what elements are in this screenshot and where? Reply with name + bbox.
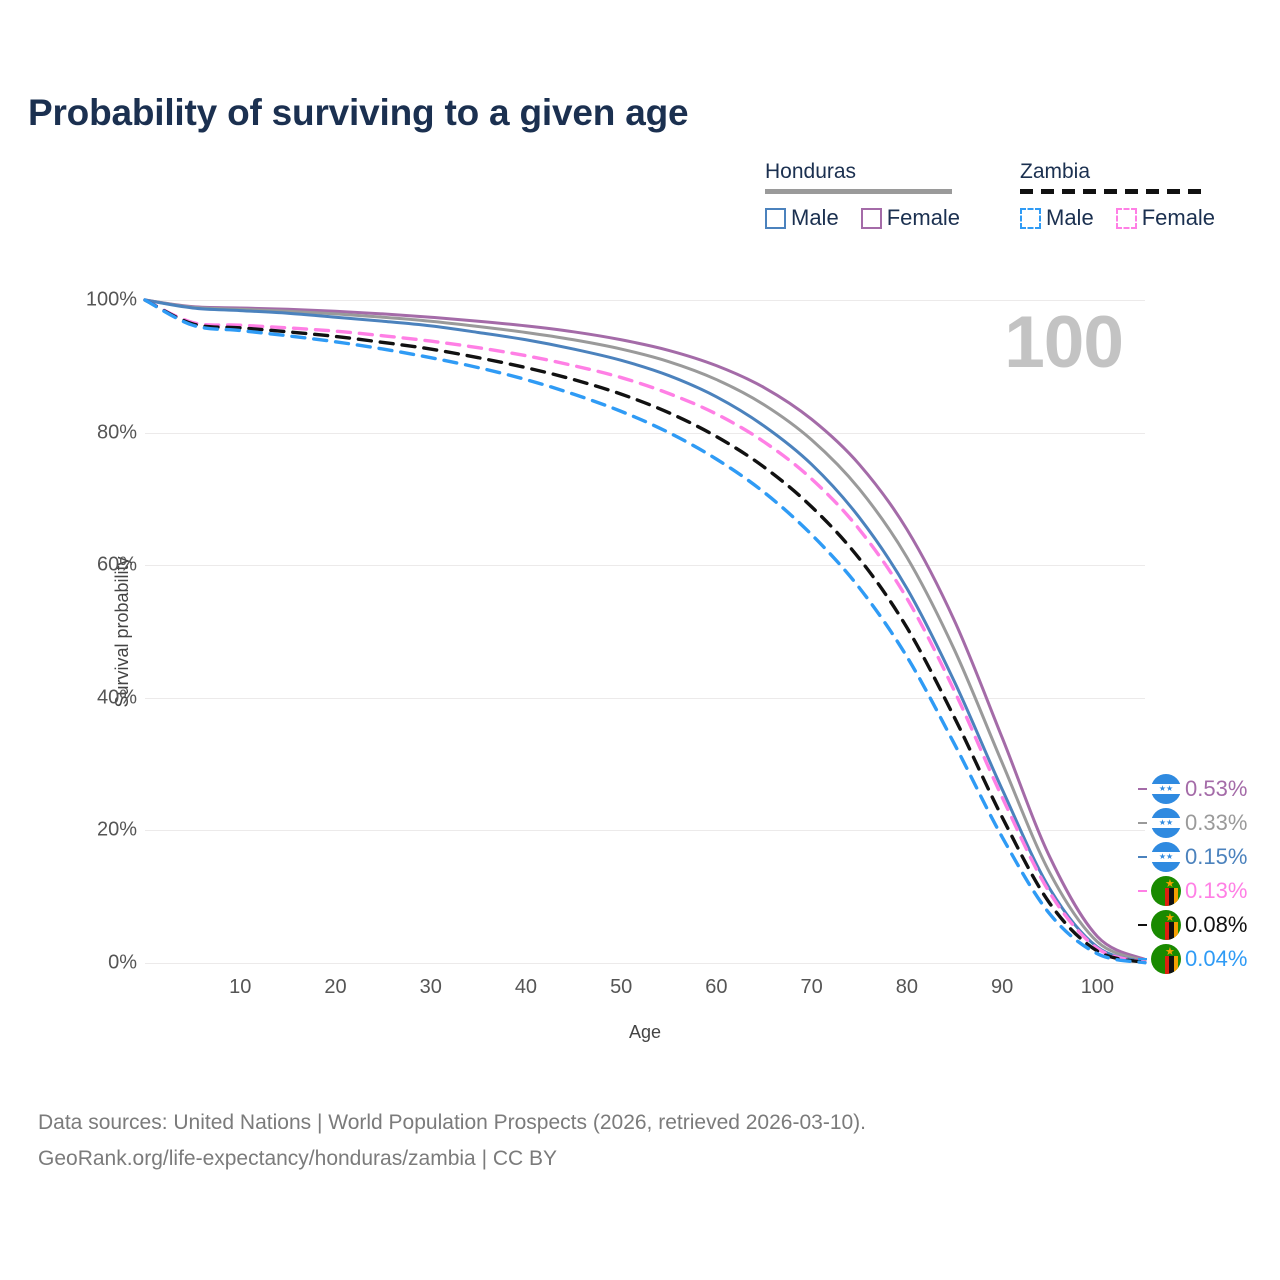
gridline [145, 565, 1145, 567]
series-line-zambia-female [143, 298, 1147, 964]
x-tick-label: 70 [800, 976, 823, 998]
gridline [145, 300, 1145, 301]
chart-legend: Honduras Male Female Zambia Male [760, 160, 1260, 240]
zambia-flag-icon: ★ [1151, 944, 1181, 974]
legend-item-honduras-female[interactable]: Female [860, 205, 961, 231]
x-tick-label: 80 [895, 976, 919, 998]
end-label-value: 0.13% [1185, 878, 1248, 903]
x-axis-label: Age [628, 1022, 662, 1042]
x-tick-label: 100 [1080, 976, 1115, 998]
x-tick-label: 30 [419, 976, 442, 998]
end-label-row: ★ 0.04% [1138, 942, 1280, 976]
end-label-value: 0.04% [1185, 946, 1248, 971]
legend-label-honduras-female: Female [886, 205, 961, 230]
leader-line [1138, 924, 1147, 926]
series-end-labels: ★★ ★★★ 0.53% ★★ ★★★ 0.33% ★★ ★★★ 0.15% ★ 0.13% ★ 0.0… [1138, 772, 1280, 976]
plot-area: Survival probability 100 0% 20% 40% 60% 80% 1… [86, 289, 1147, 1042]
page-title: Probability of surviving to a given age [28, 92, 689, 133]
legend-country-honduras: Honduras [765, 160, 857, 183]
gridline [145, 963, 1145, 964]
zambia-flag-icon: ★ [1151, 910, 1181, 940]
x-tick-label: 10 [229, 976, 252, 998]
y-tick-label: 0% [108, 951, 137, 974]
end-label-row: ★★ ★★★ 0.53% [1138, 772, 1280, 806]
x-tick-label: 20 [324, 976, 347, 998]
x-tick-label: 90 [991, 976, 1014, 998]
legend-label-honduras-male: Male [791, 205, 839, 230]
end-label-row: ★ 0.13% [1138, 874, 1280, 908]
footer-attribution: GeoRank.org/life-expectancy/honduras/zam… [38, 1147, 558, 1170]
gridline [145, 830, 1145, 832]
legend-item-zambia-female[interactable]: Female [1115, 205, 1216, 231]
end-label-value: 0.53% [1185, 776, 1248, 801]
gridline [145, 697, 1145, 699]
square-dashed-icon [1020, 207, 1041, 229]
square-outline-icon [765, 207, 786, 229]
x-tick-label: 40 [514, 976, 538, 998]
y-tick-label: 60% [96, 553, 137, 576]
gridline [145, 432, 1145, 434]
end-label-row: ★★ ★★★ 0.33% [1138, 806, 1280, 840]
legend-label-zambia-female: Female [1141, 205, 1216, 230]
end-label-value: 0.15% [1185, 844, 1248, 869]
x-tick-label: 50 [610, 976, 633, 998]
series-line-honduras-female [143, 298, 1147, 961]
legend-rule-honduras [765, 189, 953, 194]
series-line-honduras-total [143, 298, 1147, 963]
series-line-honduras-male [143, 298, 1147, 964]
y-tick-label: 100% [85, 288, 137, 311]
y-tick-label: 20% [96, 818, 137, 841]
zambia-flag-icon: ★ [1151, 876, 1181, 906]
footer-data-sources: Data sources: United Nations | World Pop… [38, 1111, 867, 1134]
series-lines [143, 298, 1147, 965]
leader-line [1138, 788, 1147, 790]
leader-line [1138, 958, 1147, 960]
legend-group-zambia: Zambia Male Female [1020, 160, 1215, 231]
end-label-value: 0.08% [1185, 912, 1248, 937]
end-label-value: 0.33% [1185, 810, 1248, 835]
x-tick-label: 60 [705, 976, 728, 998]
series-line-zambia-male [143, 298, 1147, 965]
square-outline-icon [860, 207, 882, 229]
legend-label-zambia-male: Male [1046, 205, 1094, 230]
leader-line [1138, 856, 1147, 858]
honduras-flag-icon: ★★ ★★★ [1151, 774, 1181, 804]
y-axis-label: Survival probability [112, 555, 133, 708]
legend-country-zambia: Zambia [1020, 160, 1091, 183]
legend-item-honduras-male[interactable]: Male [765, 205, 839, 231]
y-tick-label: 40% [96, 686, 137, 709]
end-label-row: ★★ ★★★ 0.15% [1138, 840, 1280, 874]
legend-rule-zambia [1020, 189, 1208, 194]
series-line-zambia-total [143, 298, 1147, 965]
square-dashed-icon [1115, 207, 1137, 229]
leader-line [1138, 890, 1147, 892]
honduras-flag-icon: ★★ ★★★ [1151, 842, 1181, 872]
leader-line [1138, 822, 1147, 824]
honduras-flag-icon: ★★ ★★★ [1151, 808, 1181, 838]
watermark-age: 100 [1004, 302, 1124, 383]
end-label-row: ★ 0.08% [1138, 908, 1280, 942]
y-tick-label: 80% [96, 421, 137, 444]
footer: Data sources: United Nations | World Pop… [38, 1105, 866, 1177]
legend-group-honduras: Honduras Male Female [765, 160, 960, 231]
legend-item-zambia-male[interactable]: Male [1020, 205, 1094, 231]
